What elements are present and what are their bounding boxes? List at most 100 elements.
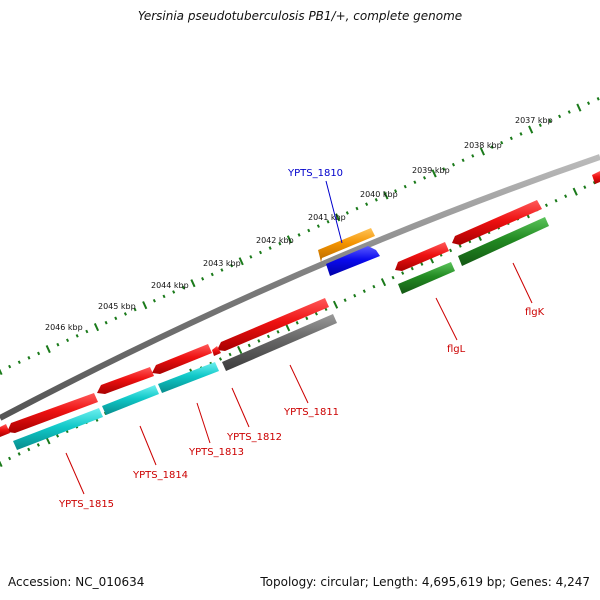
inner-tick xyxy=(544,203,549,208)
inner-tick xyxy=(0,460,3,468)
gene-arrow-flgK-adjacent[interactable] xyxy=(452,200,542,245)
gene-label-flgK[interactable]: flgK xyxy=(525,307,545,318)
gene-arrow-YPTS_1811[interactable] xyxy=(217,298,329,351)
gene-arrow-cyan-2[interactable] xyxy=(102,385,159,415)
inner-tick xyxy=(17,452,21,456)
outer-tick xyxy=(345,211,349,215)
outer-tick xyxy=(490,145,494,149)
gene-label-YPTS_1811[interactable]: YPTS_1811 xyxy=(283,407,339,418)
outer-tick xyxy=(422,176,427,180)
gene-arrow-flgL[interactable] xyxy=(398,262,455,294)
outer-tick xyxy=(365,202,369,206)
outer-tick xyxy=(307,228,311,233)
scale-labels: 2037 kbp 2038 kbp 2039 kbp 2040 kbp 2041… xyxy=(45,116,553,332)
outer-tick xyxy=(431,169,437,178)
outer-tick xyxy=(114,316,118,321)
map-title: Yersinia pseudotuberculosis PB1/+, compl… xyxy=(137,9,463,23)
inner-tick xyxy=(362,289,366,293)
gene-arrow-grey[interactable] xyxy=(222,314,337,371)
inner-tick xyxy=(410,266,414,271)
gene-arrow-YPTS_1814[interactable] xyxy=(7,393,98,433)
inner-tick xyxy=(266,334,270,339)
inner-tick xyxy=(420,262,424,266)
inner-tick xyxy=(401,271,405,275)
gene-arrow-YPTS_1812[interactable] xyxy=(152,344,212,374)
gene-label-YPTS_1810[interactable]: YPTS_1810 xyxy=(287,168,343,179)
outer-tick xyxy=(326,219,330,224)
gene-arrow-YPTS_1810-blue[interactable] xyxy=(326,246,380,276)
gene-label-YPTS_1815[interactable]: YPTS_1815 xyxy=(58,499,114,510)
outer-tick xyxy=(0,368,3,376)
outer-tick xyxy=(567,110,571,114)
gene-arrow-YPTS_1813[interactable] xyxy=(97,367,154,394)
outer-tick xyxy=(85,329,89,334)
gene-arrow-left-edge[interactable] xyxy=(0,424,10,437)
inner-tick xyxy=(449,248,453,253)
inner-tick xyxy=(372,284,376,289)
inner-tick xyxy=(237,345,243,354)
outer-tick xyxy=(335,213,341,222)
outer-tick xyxy=(45,344,51,354)
outer-tick xyxy=(152,298,156,303)
inner-tick xyxy=(332,300,339,309)
gene-arrow-cyan-3[interactable] xyxy=(13,408,103,450)
leader-YPTS_1813 xyxy=(196,402,211,444)
gene-arrow-cyan-1[interactable] xyxy=(158,362,219,393)
leader-flgL xyxy=(435,297,458,341)
gene-labels: flgK flgL YPTS_1810 YPTS_1811 YPTS_1812 … xyxy=(58,168,545,510)
inner-tick xyxy=(353,293,357,298)
outer-tick xyxy=(220,268,224,272)
tick-label-2044: 2044 kbp xyxy=(151,281,189,290)
leader-YPTS_1812 xyxy=(231,387,250,428)
leader-YPTS_1810 xyxy=(325,180,343,244)
inner-tick xyxy=(36,443,40,447)
gene-arrow-YPTS_1810-orange[interactable] xyxy=(318,228,375,262)
inner-tick xyxy=(228,352,232,357)
outer-tick xyxy=(190,279,196,288)
inner-tick xyxy=(257,339,261,343)
outer-tick xyxy=(509,136,513,141)
genome-backbone xyxy=(0,154,600,421)
outer-tick xyxy=(172,290,176,294)
inner-tick xyxy=(27,447,31,452)
gene-label-YPTS_1814[interactable]: YPTS_1814 xyxy=(132,470,188,481)
inner-tick xyxy=(592,180,596,185)
inner-tick xyxy=(247,343,251,348)
outer-tick xyxy=(558,114,562,119)
gene-label-YPTS_1813[interactable]: YPTS_1813 xyxy=(188,447,244,458)
inner-tick xyxy=(8,456,12,461)
gene-arrow-right-edge[interactable] xyxy=(592,171,600,184)
outer-tick xyxy=(27,356,31,360)
outer-tick xyxy=(8,364,12,369)
outer-tick xyxy=(142,301,148,310)
outer-tick xyxy=(56,342,60,347)
outer-tick xyxy=(17,360,21,364)
outer-tick xyxy=(576,103,582,112)
inner-tick xyxy=(276,330,280,334)
outer-tick xyxy=(538,123,542,127)
outer-tick xyxy=(383,191,389,200)
outer-tick xyxy=(162,294,166,299)
inner-tick xyxy=(564,194,568,198)
gene-arrow-flgL-adjacent[interactable] xyxy=(395,242,449,271)
inner-tick xyxy=(314,311,318,316)
inner-tick xyxy=(572,187,578,196)
inner-tick xyxy=(458,244,462,248)
outer-tick xyxy=(442,167,446,171)
inner-tick xyxy=(55,434,60,438)
tick-label-2038: 2038 kbp xyxy=(464,141,502,150)
leader-YPTS_1814 xyxy=(139,425,157,466)
outer-tick xyxy=(210,272,214,277)
gene-label-flgL[interactable]: flgL xyxy=(447,344,466,355)
forward-strand-genes xyxy=(0,171,600,437)
gene-arrow-small[interactable] xyxy=(212,346,221,356)
tick-label-2037: 2037 kbp xyxy=(515,116,553,125)
gene-label-YPTS_1812[interactable]: YPTS_1812 xyxy=(226,432,282,443)
tick-label-2042: 2042 kbp xyxy=(256,236,294,245)
outer-tick xyxy=(479,147,485,156)
tick-label-2040: 2040 kbp xyxy=(360,190,398,199)
gene-arrow-flgK[interactable] xyxy=(458,217,549,266)
outer-tick xyxy=(66,338,70,343)
outer-tick xyxy=(133,307,137,312)
